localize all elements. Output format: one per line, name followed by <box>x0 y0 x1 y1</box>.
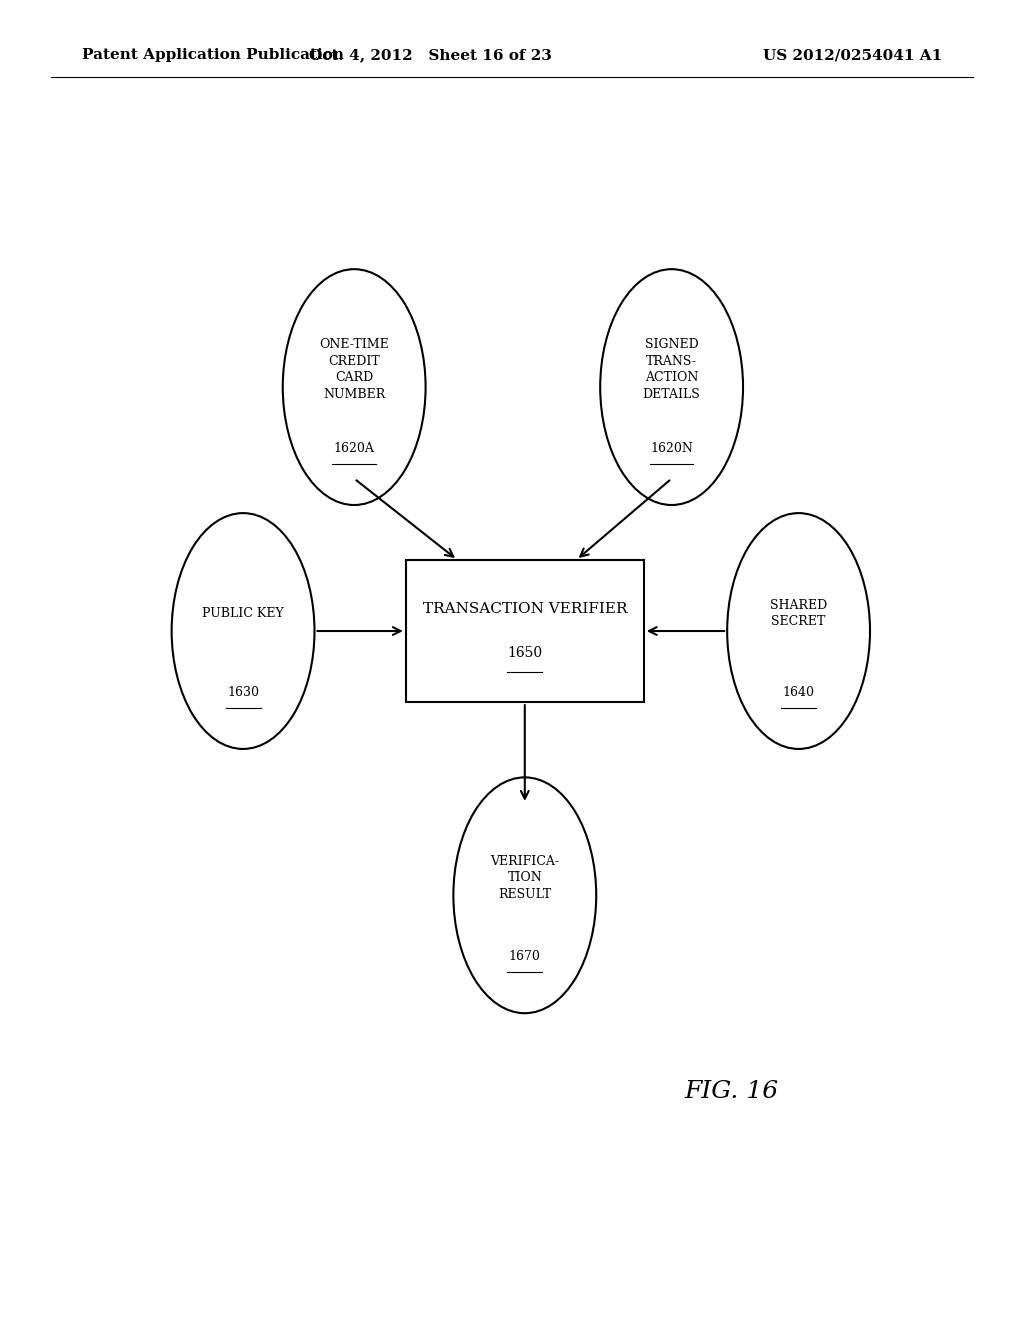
Text: US 2012/0254041 A1: US 2012/0254041 A1 <box>763 49 942 62</box>
Text: 1620A: 1620A <box>334 442 375 455</box>
Text: 1640: 1640 <box>782 686 815 698</box>
Ellipse shape <box>727 513 870 748</box>
Ellipse shape <box>172 513 314 748</box>
Ellipse shape <box>600 269 743 506</box>
Text: SIGNED
TRANS-
ACTION
DETAILS: SIGNED TRANS- ACTION DETAILS <box>643 338 700 401</box>
Text: 1630: 1630 <box>227 686 259 698</box>
Ellipse shape <box>283 269 426 506</box>
Text: Oct. 4, 2012   Sheet 16 of 23: Oct. 4, 2012 Sheet 16 of 23 <box>308 49 552 62</box>
Ellipse shape <box>454 777 596 1014</box>
Text: SHARED
SECRET: SHARED SECRET <box>770 598 827 628</box>
Text: FIG. 16: FIG. 16 <box>684 1080 778 1104</box>
Text: PUBLIC KEY: PUBLIC KEY <box>202 607 284 620</box>
Text: 1620N: 1620N <box>650 442 693 455</box>
Text: VERIFICA-
TION
RESULT: VERIFICA- TION RESULT <box>490 854 559 900</box>
Text: TRANSACTION VERIFIER: TRANSACTION VERIFIER <box>423 602 627 615</box>
Text: 1650: 1650 <box>507 647 543 660</box>
Text: ONE-TIME
CREDIT
CARD
NUMBER: ONE-TIME CREDIT CARD NUMBER <box>319 338 389 401</box>
Text: Patent Application Publication: Patent Application Publication <box>82 49 344 62</box>
Bar <box>406 560 644 702</box>
Text: 1670: 1670 <box>509 950 541 964</box>
